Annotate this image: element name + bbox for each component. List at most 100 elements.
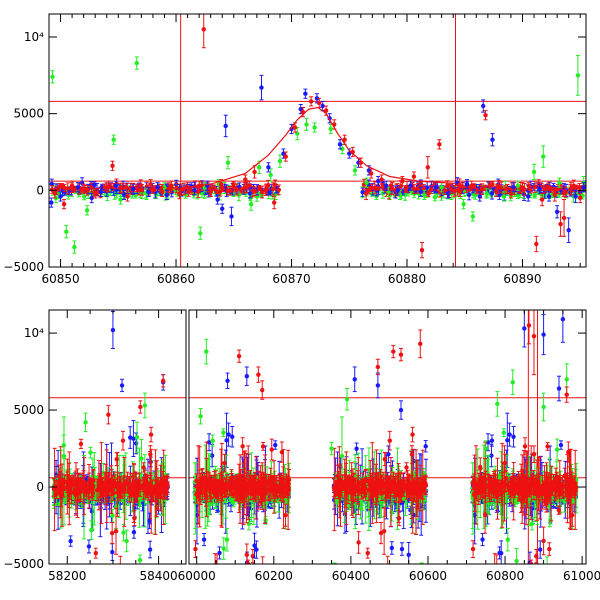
top-panel-frame: [48, 13, 587, 268]
top-blue-data-point-marker: [266, 165, 271, 170]
top-red-data-point-marker: [419, 247, 425, 253]
y-tick-label: 10⁴: [24, 30, 44, 44]
top-red-baseline-point-marker: [548, 187, 554, 192]
top-blue-data-point-marker: [337, 142, 343, 147]
top-red-baseline-point-marker: [259, 189, 265, 195]
top-red-baseline-point-marker: [227, 188, 233, 193]
top-red-baseline-point-marker: [577, 184, 582, 190]
top-red-data-point-marker: [208, 189, 213, 195]
top-red-data-point-marker: [263, 186, 269, 191]
top-green-data-point-marker: [439, 185, 444, 190]
top-red-baseline-point-marker: [542, 186, 548, 192]
top-green-baseline-point-marker: [236, 192, 242, 198]
bottom-blue-season-point-marker: [110, 549, 115, 555]
bottom-red-season-point-marker: [165, 483, 170, 488]
top-red-data-point-marker: [483, 113, 488, 118]
top-green-data-point-marker: [134, 60, 139, 66]
top-red-data-point-marker: [92, 191, 98, 196]
top-blue-data-point-marker: [223, 123, 228, 129]
top-red-baseline-point-marker: [528, 187, 533, 193]
top-green-data-point-marker: [501, 194, 507, 199]
bottom-red-season-point-marker: [141, 465, 146, 470]
top-green-data-point-marker: [352, 168, 358, 173]
top-panel-zoomed-light-curve: −5000 0 5000 10⁴ 60850 60860 60870 60880 60890: [3, 13, 587, 286]
top-red-data-point-marker: [323, 108, 329, 113]
top-blue-data-point-marker: [98, 189, 104, 195]
top-red-data-point-marker: [379, 177, 384, 182]
top-red-data-point-marker: [283, 154, 288, 159]
top-green-data-point-marker: [225, 160, 231, 165]
top-green-data-point-marker: [531, 169, 537, 175]
top-blue-data-point-marker: [573, 194, 578, 199]
top-green-data-point-marker: [328, 126, 333, 132]
bottom-red-season-point-marker: [102, 482, 108, 487]
top-red-baseline-point-marker: [363, 191, 369, 196]
top-green-data-point-marker: [64, 229, 69, 234]
y-tick-label: 5000: [13, 107, 44, 121]
bottom-red-season-point-marker: [68, 477, 73, 483]
top-red-baseline-point-marker: [375, 185, 381, 190]
top-blue-data-point-marker: [113, 183, 119, 188]
top-green-data-point-marker: [72, 244, 77, 250]
top-red-data-point-marker: [539, 197, 545, 202]
top-red-baseline-point-marker: [252, 189, 258, 194]
top-red-data-point-marker: [148, 182, 153, 187]
bottom-red-season-point-marker: [113, 529, 119, 534]
top-red-baseline-point-marker: [546, 184, 551, 190]
x-tick-label: 60870: [272, 272, 310, 286]
top-red-baseline-point-marker: [573, 185, 579, 191]
top-blue-baseline-point-marker: [466, 192, 472, 198]
top-red-data-point-marker: [411, 174, 417, 179]
top-model-curve: [180, 106, 456, 189]
top-red-data-point-marker: [159, 189, 165, 195]
top-green-data-point-marker: [461, 201, 466, 207]
top-red-data-point-marker: [104, 185, 109, 190]
bottom-green-season-point-marker: [110, 513, 115, 518]
top-blue-data-point-marker: [537, 186, 543, 191]
bottom-red-season-point-marker: [142, 478, 148, 484]
top-red-data-point-marker: [400, 178, 405, 184]
top-red-data-point-marker: [292, 125, 298, 130]
top-blue-data-point-marker: [408, 183, 413, 188]
bottom-blue-season-point-marker: [131, 530, 137, 535]
top-red-baseline-point-marker: [532, 184, 538, 189]
top-blue-data-point-marker: [546, 194, 552, 199]
x-tick-label: 60890: [503, 272, 541, 286]
top-green-data-point-marker: [397, 192, 403, 198]
top-red-baseline-point-marker: [428, 187, 434, 192]
top-red-baseline-point-marker: [563, 189, 568, 195]
top-green-data-point-marker: [541, 154, 546, 159]
top-blue-data-point-marker: [131, 186, 136, 191]
bottom-blue-season-point-marker: [68, 538, 73, 544]
top-blue-data-point-marker: [477, 194, 482, 199]
top-blue-data-point-marker: [58, 194, 63, 199]
top-green-data-point-marker: [118, 197, 123, 202]
top-red-data-point-marker: [52, 191, 57, 196]
y-tick-label: 0: [36, 183, 44, 197]
top-red-baseline-point-marker: [426, 191, 431, 196]
bottom-red-season-point-marker: [120, 438, 126, 443]
x-tick-label: 60860: [157, 272, 195, 286]
top-green-data-point-marker: [422, 192, 427, 198]
top-blue-data-point-marker: [566, 228, 571, 233]
top-blue-data-point-marker: [155, 185, 160, 190]
top-blue-data-point-marker: [75, 185, 81, 190]
bottom-blue-season-point-marker: [147, 547, 153, 552]
top-green-data-point-marker: [248, 201, 254, 207]
bottom-red-season-point-marker: [161, 485, 166, 490]
top-red-data-point-marker: [81, 186, 86, 191]
top-red-data-point-marker: [448, 186, 454, 191]
bottom-blue-season-point-marker: [131, 436, 136, 441]
top-green-data-point-marker: [84, 208, 90, 213]
top-blue-data-point-marker: [247, 191, 253, 196]
top-green-data-point-marker: [304, 122, 309, 127]
top-red-baseline-point-marker: [211, 185, 216, 190]
top-red-data-point-marker: [578, 195, 583, 201]
top-plot-area: [49, 14, 586, 267]
bottom-panel-full-light-curve: 58200 58400 60000 60200 60400 60600 60800 61000…: [3, 309, 600, 583]
top-green-data-point-marker: [364, 180, 369, 185]
top-red-baseline-point-marker: [404, 184, 410, 190]
bottom-red-season-point-marker: [67, 487, 72, 492]
bottom-red-season-point-marker: [97, 479, 102, 484]
